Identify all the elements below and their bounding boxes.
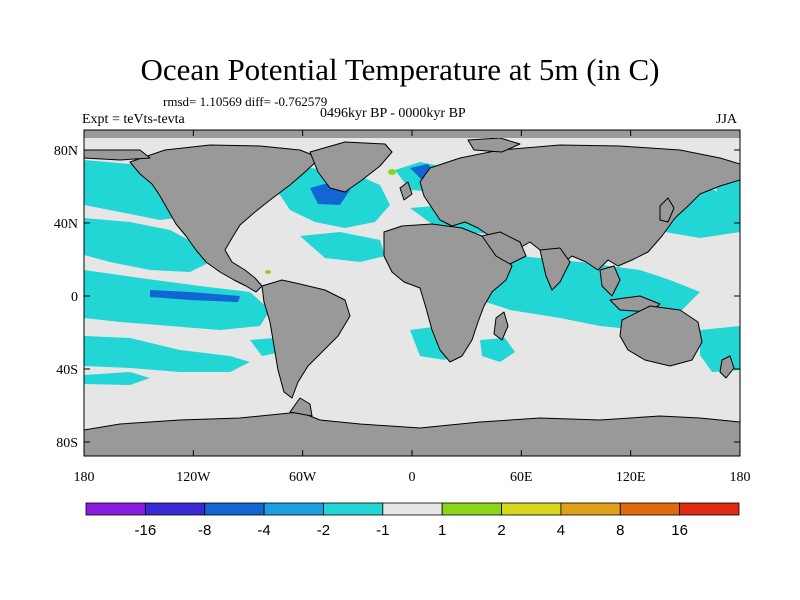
rmsd-diff-stats: rmsd= 1.10569 diff= -0.762579 xyxy=(163,94,328,109)
longitude-label: 0 xyxy=(409,470,416,485)
longitude-label: 60E xyxy=(510,470,533,485)
colorbar-label: 1 xyxy=(438,522,446,539)
experiment-label: Expt = teVts-tevta xyxy=(82,112,185,127)
longitude-label: 180 xyxy=(74,470,95,485)
colorbar-swatch xyxy=(679,502,740,516)
colorbar-label: -4 xyxy=(257,522,270,539)
latitude-label: 40N xyxy=(54,217,78,232)
latitude-labels: 80N 40N 0 40S 80S xyxy=(54,144,78,451)
colorbar-label: 4 xyxy=(557,522,565,539)
land-masses xyxy=(84,137,740,456)
colorbar-swatch xyxy=(204,502,265,516)
colorbar-swatch xyxy=(619,502,681,516)
season-label: JJA xyxy=(716,112,738,127)
colorbar-labels: -16 -8 -4 -2 -1 1 2 4 8 16 xyxy=(135,522,688,539)
colorbar-label: 16 xyxy=(671,522,688,539)
tick-marks xyxy=(83,130,741,456)
colorbar-swatch xyxy=(501,502,562,516)
longitude-label: 120E xyxy=(616,470,646,485)
longitude-label: 120W xyxy=(176,470,211,485)
colorbar-swatch xyxy=(441,502,502,516)
colorbar-label: 2 xyxy=(497,522,505,539)
colorbar xyxy=(85,502,740,516)
colorbar-swatch xyxy=(323,502,384,516)
colorbar-swatch xyxy=(85,502,146,516)
latitude-label: 0 xyxy=(71,290,78,305)
latitude-label: 80S xyxy=(56,436,78,451)
colorbar-label: -2 xyxy=(317,522,330,539)
colorbar-swatch xyxy=(382,502,443,516)
latitude-label: 80N xyxy=(54,144,78,159)
time-period-label: 0496kyr BP - 0000kyr BP xyxy=(320,106,466,121)
latitude-label: 40S xyxy=(56,363,78,378)
warming-anomaly-spots xyxy=(265,169,396,274)
colorbar-label: -8 xyxy=(198,522,211,539)
map-title: Ocean Potential Temperature at 5m (in C) xyxy=(140,52,660,87)
longitude-label: 180 xyxy=(730,470,751,485)
colorbar-label: -16 xyxy=(135,522,157,539)
longitude-label: 60W xyxy=(289,470,317,485)
colorbar-swatch xyxy=(144,502,206,516)
colorbar-swatch xyxy=(263,502,324,516)
longitude-labels: 180 120W 60W 0 60E 120E 180 xyxy=(74,470,751,485)
colorbar-label: -1 xyxy=(376,522,389,539)
colorbar-swatch xyxy=(560,502,621,516)
colorbar-label: 8 xyxy=(616,522,624,539)
